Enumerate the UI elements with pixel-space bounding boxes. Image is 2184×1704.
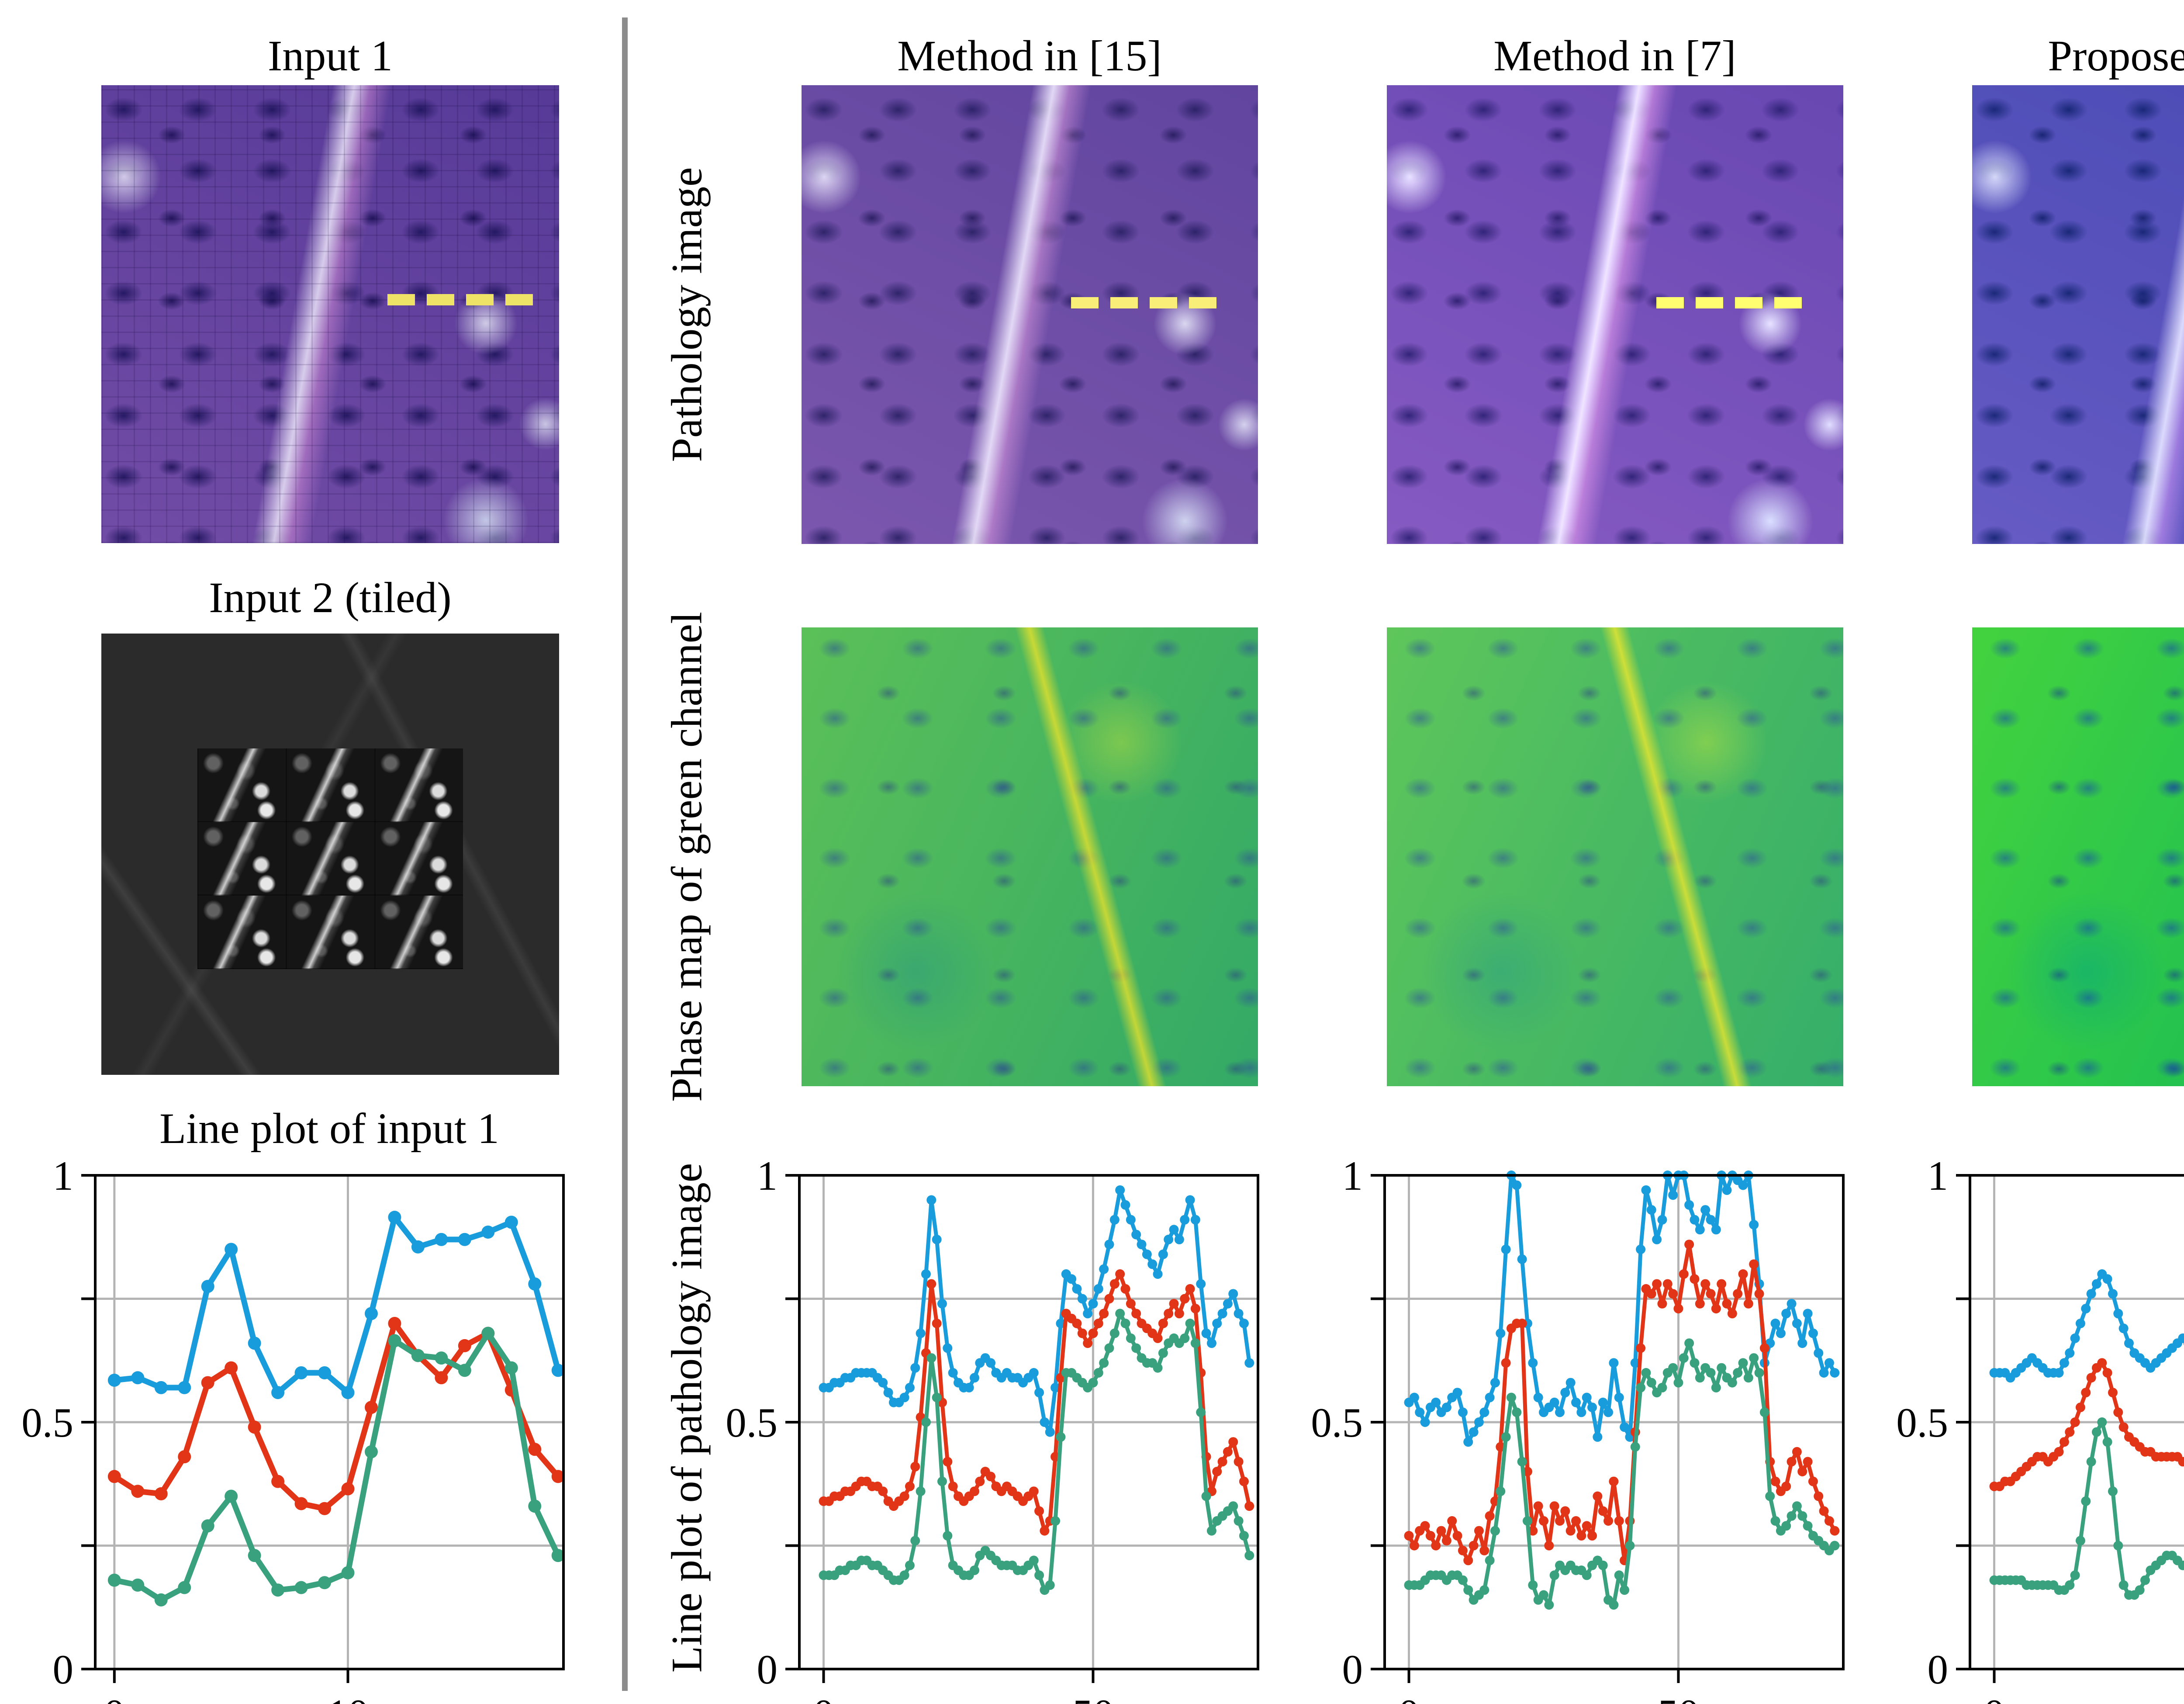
svg-text:10: 10: [327, 1691, 369, 1704]
line-plot-input1-title: Line plot of input 1: [159, 1104, 499, 1153]
input1-dashed-line: [387, 294, 533, 305]
vertical-divider: [622, 17, 628, 1691]
pixelation-overlay: [101, 85, 559, 543]
svg-text:1: 1: [1342, 1153, 1363, 1199]
svg-text:0: 0: [813, 1691, 834, 1704]
svg-text:0: 0: [1984, 1691, 2005, 1704]
svg-text:0: 0: [1342, 1646, 1363, 1693]
svg-text:0.5: 0.5: [1896, 1399, 1948, 1446]
input1-title: Input 1: [267, 31, 393, 80]
pathology-image-method-7: [1387, 85, 1843, 544]
svg-text:50: 50: [1072, 1691, 1114, 1704]
phase-map-proposed: [1972, 627, 2184, 1086]
row-label-phase-map: Phase map of green channel: [662, 612, 711, 1102]
phase-map-method-7: [1387, 627, 1843, 1086]
svg-text:0: 0: [53, 1646, 74, 1693]
svg-text:0: 0: [757, 1646, 778, 1693]
column-title-proposed: Proposed method: [2048, 31, 2184, 80]
line-plot-input1: 00.51010: [21, 1153, 565, 1704]
input2-tiled-image: [101, 634, 559, 1075]
input2-title: Input 2 (tiled): [209, 573, 452, 622]
phase-map-method-15: [802, 627, 1258, 1086]
column-title-method-7: Method in [7]: [1493, 31, 1736, 80]
svg-text:1: 1: [53, 1153, 74, 1199]
row-label-pathology-image: Pathology image: [662, 167, 711, 462]
svg-text:0.5: 0.5: [21, 1399, 73, 1446]
line-plot-method-15: 0 0.5 1 0 50: [726, 1153, 1259, 1704]
svg-text:0.5: 0.5: [1311, 1399, 1363, 1446]
pathology-image-proposed: [1972, 85, 2184, 544]
input1-image: [101, 85, 559, 543]
svg-text:1: 1: [1928, 1153, 1949, 1199]
svg-text:0: 0: [1399, 1691, 1420, 1704]
input2-tile-grid: [197, 748, 463, 969]
svg-text:0: 0: [104, 1691, 125, 1704]
row-label-line-plot: Line plot of pathology image: [662, 1163, 711, 1673]
dashed-line: [1656, 297, 1802, 308]
svg-text:1: 1: [757, 1153, 778, 1199]
line-plot-method-7: 0 0.5 1 0 50: [1311, 1153, 1845, 1704]
line-plot-proposed: 00.51050: [1896, 1153, 2184, 1704]
pathology-image-method-15: [802, 85, 1258, 544]
tile-seams: [197, 748, 463, 969]
dashed-line: [1071, 297, 1216, 308]
column-title-method-15: Method in [15]: [897, 31, 1162, 80]
svg-text:50: 50: [1658, 1691, 1699, 1704]
svg-text:0.5: 0.5: [726, 1399, 778, 1446]
svg-text:0: 0: [1928, 1646, 1949, 1693]
